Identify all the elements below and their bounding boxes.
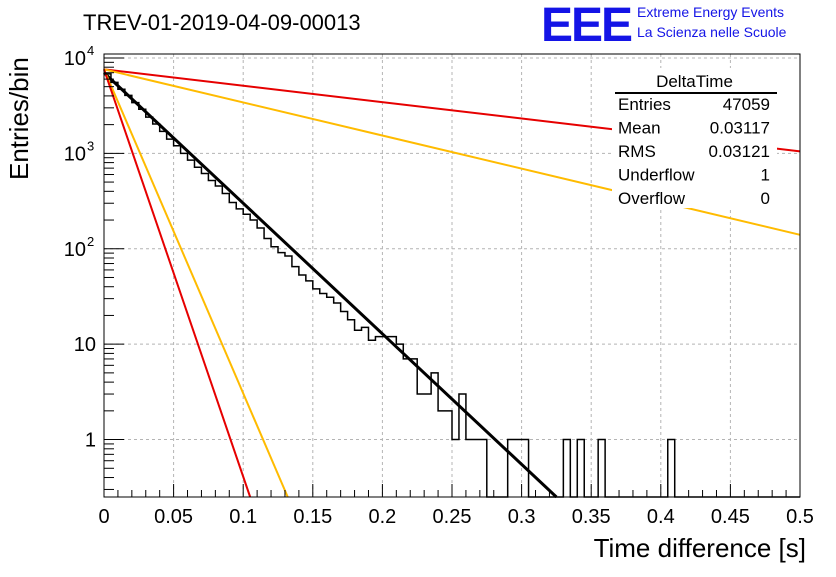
chart-title: TREV-01-2019-04-09-00013: [83, 10, 361, 35]
stats-row-label: RMS: [618, 142, 656, 161]
stats-row-value: 47059: [723, 95, 770, 114]
stats-row-value: 1: [761, 166, 770, 185]
x-tick-label: 0.3: [508, 506, 536, 528]
y-tick-exponent: 3: [87, 138, 94, 153]
y-tick-exponent: 4: [87, 43, 94, 58]
ticks-layer: 0 0.05 0.1 0.15 0.2 0.25 0.3 0.35 0.4 0.45 0.51101…: [64, 43, 814, 528]
y-tick-label: 10: [64, 48, 86, 70]
stats-row-label: Underflow: [618, 166, 695, 185]
y-axis-title: Entries/bin: [4, 57, 34, 180]
x-tick-label: 0.2: [368, 506, 396, 528]
eee-logo-line2: La Scienza nelle Scuole: [637, 24, 787, 40]
stats-row-value: 0: [761, 189, 770, 208]
x-axis-title: Time difference [s]: [593, 533, 806, 563]
stats-row-label: Mean: [618, 119, 661, 138]
x-tick-label: 0.35: [572, 506, 611, 528]
x-tick-label: 0.5: [786, 506, 814, 528]
x-tick-label: 0: [98, 506, 109, 528]
y-tick-label: 1: [85, 430, 96, 452]
y-tick-exponent: 2: [87, 234, 94, 249]
x-tick-label: 0.4: [647, 506, 675, 528]
y-tick-label: 10: [64, 239, 86, 261]
x-tick-label: 0.1: [229, 506, 257, 528]
y-tick-label: 10: [64, 143, 86, 165]
stats-row-label: Entries: [618, 95, 671, 114]
eee-logo-mark: EEE: [541, 0, 633, 52]
x-tick-label: 0.05: [154, 506, 193, 528]
stats-row-label: Overflow: [618, 189, 686, 208]
x-tick-label: 0.25: [433, 506, 472, 528]
series-line: [103, 68, 289, 498]
series-line: [102, 71, 558, 499]
eee-logo-line1: Extreme Energy Events: [637, 4, 785, 20]
stats-layer: DeltaTime Entries 47059 Mean 0.03117 RMS 0.031…: [612, 68, 777, 208]
y-tick-label: 10: [74, 334, 96, 356]
series-line: [103, 68, 252, 498]
stats-box-bg: [612, 68, 777, 208]
stats-box-title: DeltaTime: [656, 72, 733, 91]
stats-row-value: 0.03121: [709, 142, 770, 161]
x-tick-label: 0.15: [293, 506, 332, 528]
x-tick-label: 0.45: [711, 506, 750, 528]
stats-row-value: 0.03117: [710, 119, 770, 138]
